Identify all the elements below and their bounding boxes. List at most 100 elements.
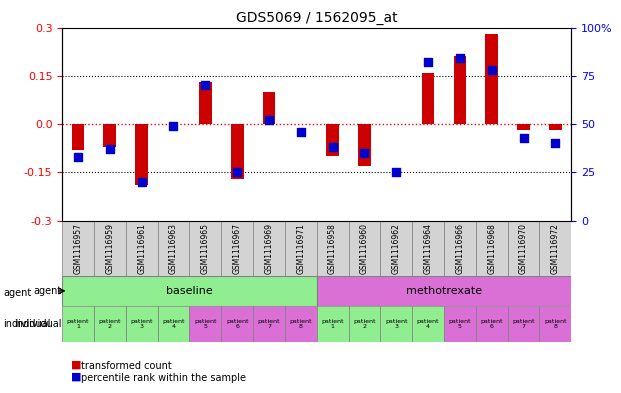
Bar bbox=[199, 82, 212, 124]
Text: patient
2: patient 2 bbox=[353, 319, 376, 329]
Point bbox=[264, 117, 274, 123]
Text: GSM1116971: GSM1116971 bbox=[296, 223, 306, 274]
Point bbox=[360, 150, 369, 156]
FancyBboxPatch shape bbox=[476, 220, 508, 276]
FancyBboxPatch shape bbox=[285, 306, 317, 342]
Text: GSM1116959: GSM1116959 bbox=[106, 223, 114, 274]
Text: patient
6: patient 6 bbox=[481, 319, 503, 329]
Text: GSM1116968: GSM1116968 bbox=[487, 223, 496, 274]
FancyBboxPatch shape bbox=[412, 306, 444, 342]
Text: patient
4: patient 4 bbox=[417, 319, 439, 329]
Text: individual: individual bbox=[15, 319, 62, 329]
Point bbox=[391, 169, 401, 175]
FancyBboxPatch shape bbox=[62, 220, 94, 276]
Text: GSM1116969: GSM1116969 bbox=[265, 223, 273, 274]
Point bbox=[487, 67, 497, 73]
Title: GDS5069 / 1562095_at: GDS5069 / 1562095_at bbox=[236, 11, 397, 25]
Point bbox=[137, 179, 147, 185]
Text: methotrexate: methotrexate bbox=[406, 286, 482, 296]
Text: patient
8: patient 8 bbox=[544, 319, 566, 329]
Bar bbox=[135, 124, 148, 185]
FancyBboxPatch shape bbox=[444, 220, 476, 276]
FancyBboxPatch shape bbox=[285, 220, 317, 276]
Bar bbox=[517, 124, 530, 130]
FancyBboxPatch shape bbox=[380, 306, 412, 342]
Point bbox=[519, 134, 528, 141]
Text: GSM1116964: GSM1116964 bbox=[424, 223, 433, 274]
Text: patient
7: patient 7 bbox=[512, 319, 535, 329]
Text: GSM1116960: GSM1116960 bbox=[360, 223, 369, 274]
FancyBboxPatch shape bbox=[540, 306, 571, 342]
FancyBboxPatch shape bbox=[62, 276, 317, 306]
Point bbox=[423, 59, 433, 65]
FancyBboxPatch shape bbox=[508, 306, 540, 342]
FancyBboxPatch shape bbox=[189, 306, 221, 342]
FancyBboxPatch shape bbox=[94, 220, 125, 276]
FancyBboxPatch shape bbox=[158, 306, 189, 342]
Point bbox=[168, 123, 178, 129]
Point bbox=[328, 144, 338, 151]
Text: agent: agent bbox=[3, 288, 31, 298]
Text: patient
1: patient 1 bbox=[322, 319, 344, 329]
Point bbox=[201, 82, 211, 88]
Text: patient
4: patient 4 bbox=[162, 319, 184, 329]
Bar bbox=[326, 124, 339, 156]
Text: GSM1116965: GSM1116965 bbox=[201, 223, 210, 274]
Text: ■: ■ bbox=[71, 360, 82, 369]
FancyBboxPatch shape bbox=[444, 306, 476, 342]
Text: patient
3: patient 3 bbox=[385, 319, 407, 329]
FancyBboxPatch shape bbox=[412, 220, 444, 276]
Text: GSM1116966: GSM1116966 bbox=[455, 223, 465, 274]
Bar bbox=[549, 124, 562, 130]
Point bbox=[105, 146, 115, 152]
Bar bbox=[71, 124, 84, 150]
Bar bbox=[231, 124, 243, 179]
Text: ■: ■ bbox=[71, 371, 82, 381]
Text: patient
6: patient 6 bbox=[226, 319, 248, 329]
FancyBboxPatch shape bbox=[476, 306, 508, 342]
Text: transformed count: transformed count bbox=[81, 362, 171, 371]
Bar bbox=[422, 73, 435, 124]
FancyBboxPatch shape bbox=[221, 306, 253, 342]
FancyBboxPatch shape bbox=[348, 306, 380, 342]
Text: baseline: baseline bbox=[166, 286, 213, 296]
FancyBboxPatch shape bbox=[125, 306, 158, 342]
Text: patient
5: patient 5 bbox=[194, 319, 217, 329]
Point bbox=[550, 140, 560, 147]
FancyBboxPatch shape bbox=[221, 220, 253, 276]
Text: patient
3: patient 3 bbox=[130, 319, 153, 329]
Point bbox=[455, 55, 465, 62]
FancyBboxPatch shape bbox=[317, 306, 348, 342]
Text: GSM1116958: GSM1116958 bbox=[328, 223, 337, 274]
FancyBboxPatch shape bbox=[380, 220, 412, 276]
Bar bbox=[453, 57, 466, 124]
Text: percentile rank within the sample: percentile rank within the sample bbox=[81, 373, 246, 383]
Text: GSM1116970: GSM1116970 bbox=[519, 223, 528, 274]
FancyBboxPatch shape bbox=[508, 220, 540, 276]
Bar bbox=[104, 124, 116, 147]
Text: GSM1116963: GSM1116963 bbox=[169, 223, 178, 274]
Text: GSM1116961: GSM1116961 bbox=[137, 223, 146, 274]
Point bbox=[73, 154, 83, 160]
FancyBboxPatch shape bbox=[158, 220, 189, 276]
FancyBboxPatch shape bbox=[317, 220, 348, 276]
Point bbox=[296, 129, 306, 135]
Text: GSM1116967: GSM1116967 bbox=[233, 223, 242, 274]
FancyBboxPatch shape bbox=[125, 220, 158, 276]
Text: agent: agent bbox=[34, 286, 62, 296]
FancyBboxPatch shape bbox=[540, 220, 571, 276]
Text: patient
2: patient 2 bbox=[99, 319, 121, 329]
FancyBboxPatch shape bbox=[94, 306, 125, 342]
Bar bbox=[358, 124, 371, 166]
FancyBboxPatch shape bbox=[253, 306, 285, 342]
Point bbox=[232, 169, 242, 175]
Text: GSM1116957: GSM1116957 bbox=[73, 223, 83, 274]
Text: patient
5: patient 5 bbox=[449, 319, 471, 329]
Text: patient
7: patient 7 bbox=[258, 319, 280, 329]
Text: patient
1: patient 1 bbox=[67, 319, 89, 329]
FancyBboxPatch shape bbox=[317, 276, 571, 306]
Bar bbox=[486, 34, 498, 124]
FancyBboxPatch shape bbox=[62, 306, 94, 342]
FancyBboxPatch shape bbox=[253, 220, 285, 276]
Text: patient
8: patient 8 bbox=[289, 319, 312, 329]
